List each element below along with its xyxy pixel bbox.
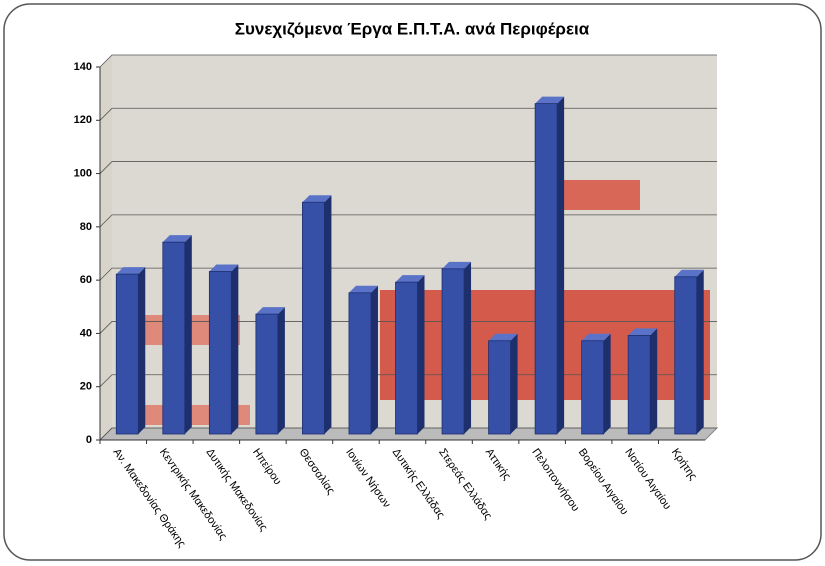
bar bbox=[255, 307, 285, 435]
bar-face bbox=[674, 276, 698, 435]
bar-face bbox=[464, 261, 472, 434]
y-tick-label: 120 bbox=[74, 114, 92, 126]
bar-face bbox=[370, 285, 378, 434]
bar-face bbox=[302, 195, 332, 203]
bar-face bbox=[442, 261, 472, 269]
y-tick-label: 40 bbox=[80, 327, 92, 339]
bar-face bbox=[510, 333, 518, 434]
bar-face bbox=[650, 328, 658, 434]
bar-face bbox=[674, 269, 704, 277]
bar-face bbox=[696, 269, 704, 434]
bar-face bbox=[488, 340, 511, 435]
y-tick-label: 20 bbox=[80, 381, 92, 393]
y-tick-label: 0 bbox=[86, 434, 92, 446]
y-tick-label: 60 bbox=[80, 274, 92, 286]
bar bbox=[441, 261, 472, 435]
chart-title: Συνεχιζόμενα Έργα Ε.Π.Τ.Α. ανά Περιφέρει… bbox=[235, 19, 590, 38]
bar-face bbox=[277, 307, 285, 434]
bar bbox=[162, 235, 192, 435]
bar-face bbox=[115, 273, 139, 435]
bar bbox=[534, 96, 565, 435]
bar-face bbox=[395, 275, 425, 283]
bar-face bbox=[208, 271, 232, 435]
y-tick-label: 80 bbox=[80, 221, 92, 233]
bar bbox=[348, 285, 378, 435]
grid-line bbox=[99, 267, 717, 281]
bar-face bbox=[627, 335, 651, 435]
bar-face bbox=[557, 96, 565, 434]
bar bbox=[627, 328, 658, 435]
bar bbox=[395, 275, 425, 435]
bar-face bbox=[255, 307, 285, 315]
bar-face bbox=[534, 103, 558, 435]
grid-line bbox=[99, 107, 717, 121]
bar-face bbox=[535, 96, 565, 104]
bar-face bbox=[162, 235, 192, 243]
grid-line bbox=[99, 161, 717, 174]
bar-face bbox=[209, 264, 239, 272]
bar-face bbox=[441, 268, 465, 435]
bar-face bbox=[231, 264, 239, 434]
bar-face bbox=[302, 201, 325, 435]
bar-face bbox=[603, 333, 611, 434]
bar-face bbox=[255, 313, 279, 435]
bar-face bbox=[628, 328, 658, 336]
bar-face bbox=[417, 275, 425, 434]
y-tick-label: 140 bbox=[74, 61, 92, 73]
bar bbox=[488, 333, 518, 435]
bar-face bbox=[138, 267, 146, 434]
bar-face bbox=[116, 267, 146, 275]
grid-line bbox=[99, 54, 717, 68]
bar-face bbox=[162, 241, 186, 435]
y-tick-label: 100 bbox=[74, 167, 92, 179]
grid-line bbox=[99, 321, 717, 334]
bar-face bbox=[395, 281, 418, 435]
bar-face bbox=[581, 340, 605, 435]
bar bbox=[302, 195, 332, 435]
bar-face bbox=[324, 195, 332, 434]
bar bbox=[115, 267, 146, 435]
bar-face bbox=[348, 285, 378, 293]
bar-face bbox=[184, 235, 192, 434]
bar-face bbox=[581, 333, 611, 341]
bar bbox=[674, 269, 704, 435]
grid-line bbox=[99, 214, 717, 228]
bar-face bbox=[348, 292, 372, 435]
bar bbox=[208, 264, 239, 435]
bar bbox=[581, 333, 611, 435]
bar-face bbox=[488, 333, 518, 341]
